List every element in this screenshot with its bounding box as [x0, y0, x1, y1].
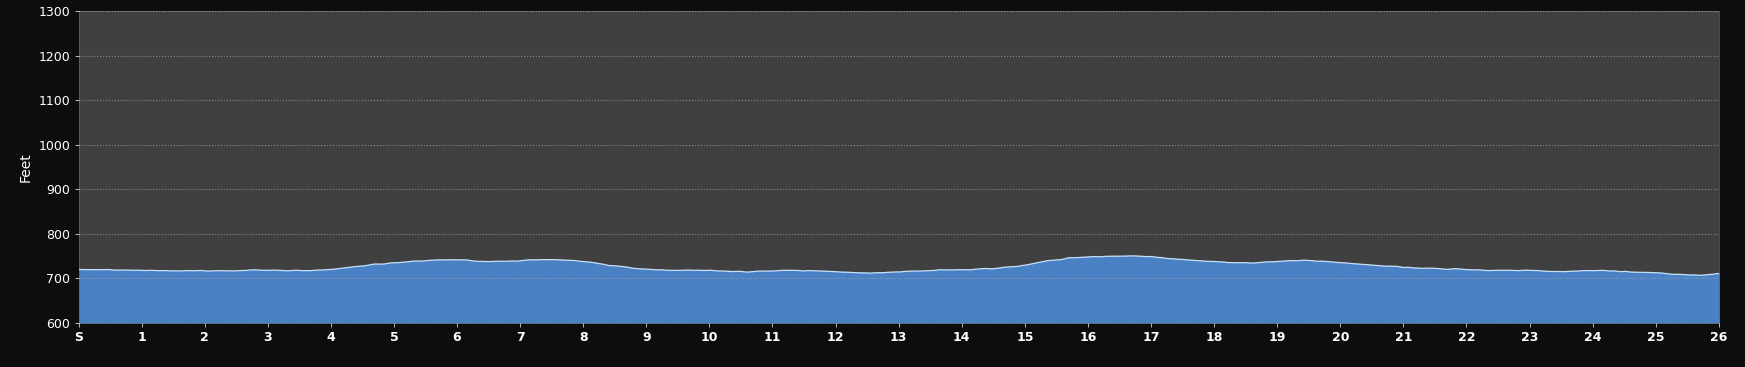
Y-axis label: Feet: Feet	[19, 152, 33, 182]
